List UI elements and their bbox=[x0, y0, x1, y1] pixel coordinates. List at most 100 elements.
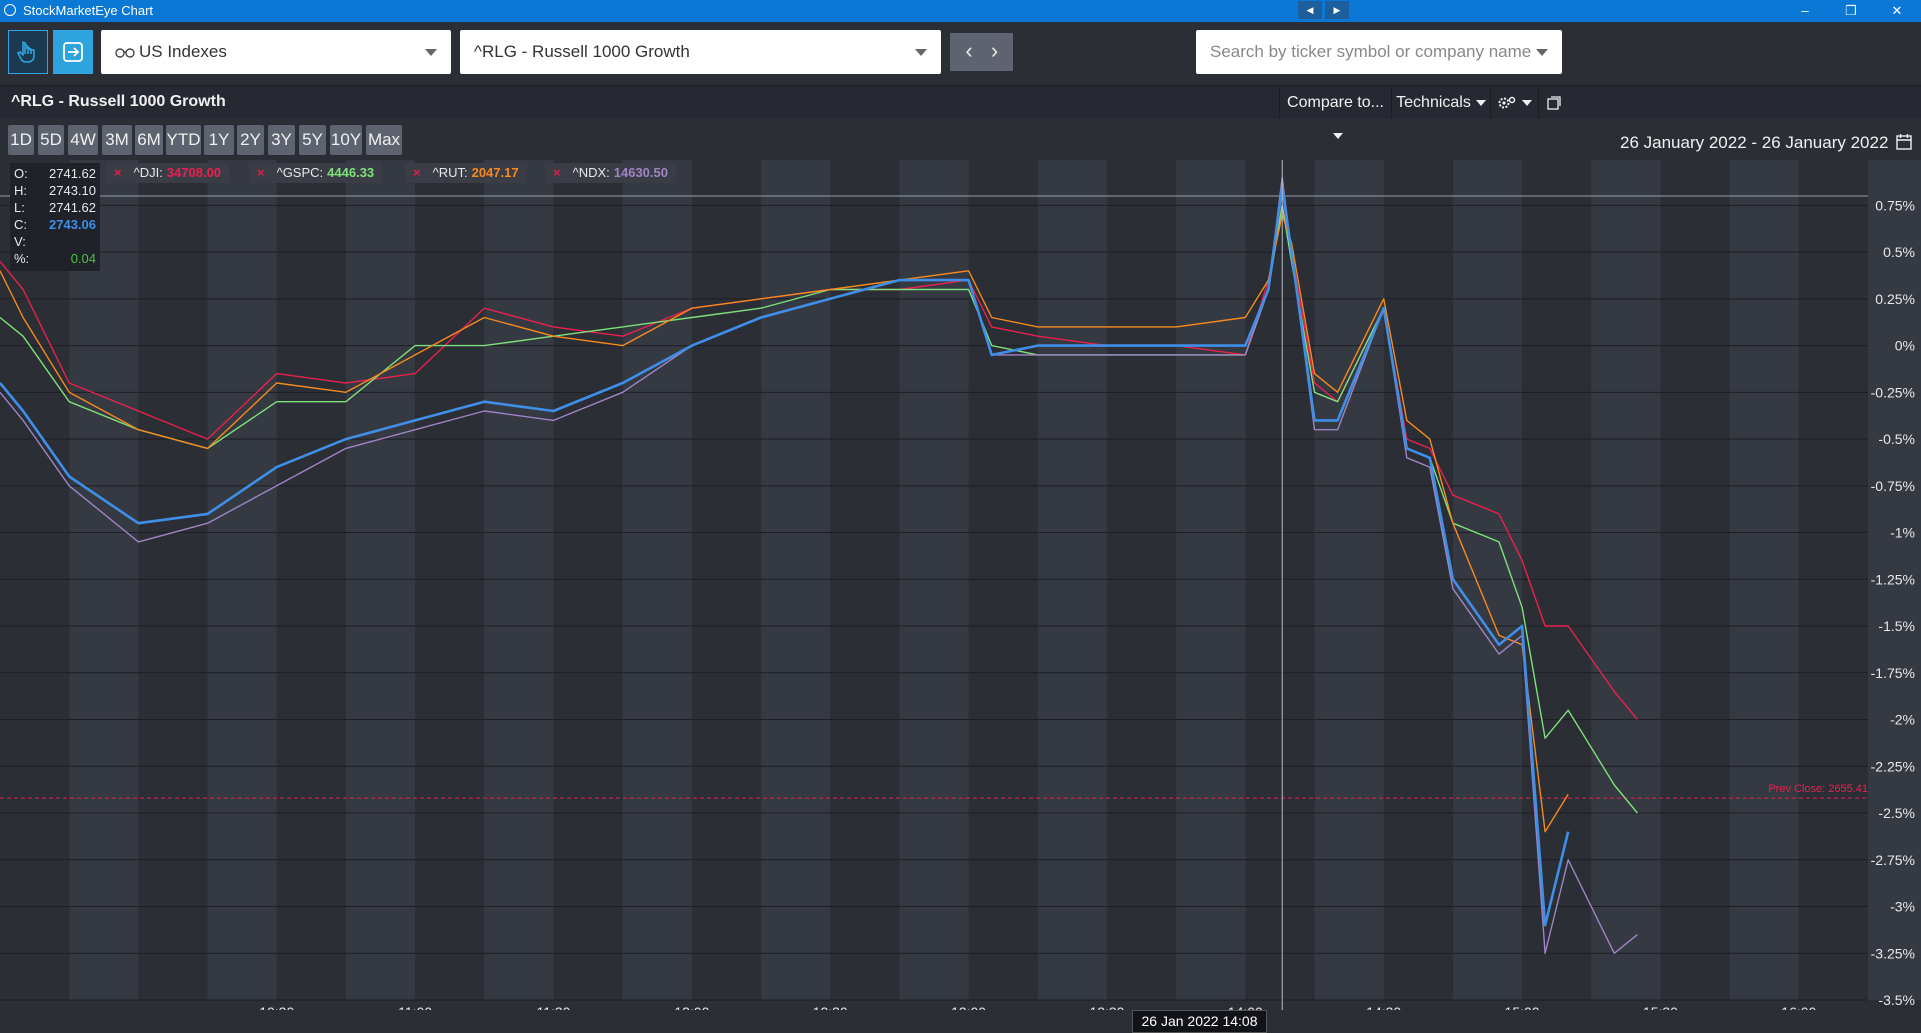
y-tick-label: -1.5% bbox=[1878, 618, 1915, 634]
range-button-4w[interactable]: 4W bbox=[68, 125, 98, 155]
compare-to-label: Compare to... bbox=[1287, 94, 1384, 111]
chart-header: ^RLG - Russell 1000 Growth Compare to...… bbox=[0, 86, 1921, 139]
window-next-button[interactable]: ▶ bbox=[1325, 1, 1349, 19]
y-tick-label: -2.25% bbox=[1871, 758, 1915, 774]
time-band bbox=[1314, 160, 1384, 1000]
time-band bbox=[622, 160, 692, 1000]
x-tick-label: 12:30 bbox=[813, 1004, 848, 1010]
pointer-tool-button[interactable] bbox=[8, 30, 48, 74]
legend-value: 2047.17 bbox=[471, 165, 519, 180]
minimize-button[interactable]: – bbox=[1801, 3, 1809, 18]
close-value: 2743.06 bbox=[49, 217, 96, 232]
y-tick-label: 0% bbox=[1895, 338, 1915, 354]
open-value: 2741.62 bbox=[49, 166, 96, 181]
crosshair-icon bbox=[63, 42, 83, 62]
hand-pointer-icon bbox=[17, 41, 35, 63]
watchlist-dropdown[interactable]: US Indexes bbox=[101, 30, 451, 74]
low-label: L: bbox=[14, 200, 25, 215]
remove-series-icon[interactable]: × bbox=[413, 165, 421, 180]
caret-down-icon bbox=[1522, 99, 1532, 106]
window-prev-button[interactable]: ◀ bbox=[1298, 1, 1322, 19]
compare-to-menu[interactable]: Compare to... bbox=[1279, 86, 1391, 139]
legend-symbol: ^RUT: bbox=[432, 165, 468, 180]
crosshair-tool-button[interactable] bbox=[53, 30, 93, 74]
volume-label: V: bbox=[14, 234, 26, 249]
range-button-max[interactable]: Max bbox=[366, 125, 402, 155]
time-band bbox=[484, 160, 554, 1000]
x-tick-label: 15:30 bbox=[1643, 1004, 1678, 1010]
x-tick-label: 11:00 bbox=[398, 1004, 432, 1010]
series-line bbox=[0, 214, 1569, 833]
y-tick-label: 0.75% bbox=[1875, 197, 1915, 213]
gear-icon bbox=[1498, 96, 1516, 109]
legend-value: 34708.00 bbox=[166, 165, 222, 180]
high-label: H: bbox=[14, 183, 27, 198]
x-tick-label: 13:00 bbox=[951, 1004, 986, 1010]
crosshair-time-label: 26 Jan 2022 14:08 bbox=[1132, 1010, 1267, 1033]
search-input[interactable]: Search by ticker symbol or company name bbox=[1196, 30, 1562, 74]
y-tick-label: -0.75% bbox=[1871, 478, 1915, 494]
y-tick-label: -3% bbox=[1890, 899, 1915, 915]
y-tick-label: 0.25% bbox=[1875, 291, 1915, 307]
time-band bbox=[69, 160, 139, 1000]
x-tick-label: 12:00 bbox=[674, 1004, 709, 1010]
glasses-icon bbox=[115, 48, 135, 58]
time-band bbox=[207, 160, 277, 1000]
technicals-menu[interactable]: Technicals bbox=[1391, 86, 1490, 119]
y-tick-label: -0.5% bbox=[1878, 431, 1915, 447]
range-button-1d[interactable]: 1D bbox=[8, 125, 34, 155]
legend-item[interactable]: × ^GSPC: 4446.33 bbox=[249, 163, 383, 183]
series-line bbox=[0, 185, 1570, 927]
next-symbol-button[interactable]: › bbox=[976, 33, 1013, 71]
series-line bbox=[0, 204, 1638, 720]
high-value: 2743.10 bbox=[49, 183, 96, 198]
caret-down-icon bbox=[1475, 99, 1486, 106]
range-button-3y[interactable]: 3Y bbox=[268, 125, 295, 155]
x-tick-label: 16:00 bbox=[1781, 1004, 1816, 1010]
range-button-10y[interactable]: 10Y bbox=[330, 125, 362, 155]
popout-button[interactable] bbox=[1538, 86, 1568, 119]
range-button-2y[interactable]: 2Y bbox=[237, 125, 264, 155]
x-tick-label: 15:00 bbox=[1505, 1004, 1540, 1010]
range-button-3m[interactable]: 3M bbox=[102, 125, 132, 155]
x-tick-label: 13:30 bbox=[1089, 1004, 1124, 1010]
legend-symbol: ^GSPC: bbox=[276, 165, 324, 180]
range-button-ytd[interactable]: YTD bbox=[166, 125, 201, 155]
range-button-6m[interactable]: 6M bbox=[135, 125, 163, 155]
x-tick-label: 14:30 bbox=[1366, 1004, 1401, 1010]
y-tick-label: -3.5% bbox=[1878, 992, 1915, 1008]
open-label: O: bbox=[14, 166, 28, 181]
caret-down-icon bbox=[1333, 132, 1343, 139]
remove-series-icon[interactable]: × bbox=[553, 165, 561, 180]
app-logo-icon bbox=[4, 4, 16, 16]
remove-series-icon[interactable]: × bbox=[257, 165, 265, 180]
legend-item[interactable]: × ^NDX: 14630.50 bbox=[545, 163, 676, 183]
range-button-5y[interactable]: 5Y bbox=[299, 125, 326, 155]
chevron-down-icon bbox=[1536, 49, 1548, 56]
remove-series-icon[interactable]: × bbox=[114, 165, 122, 180]
close-button[interactable]: ✕ bbox=[1891, 3, 1903, 18]
y-tick-label: -0.25% bbox=[1871, 384, 1915, 400]
time-band bbox=[761, 160, 831, 1000]
time-band bbox=[345, 160, 416, 1000]
legend-item[interactable]: × ^DJI: 34708.00 bbox=[106, 163, 230, 183]
y-tick-label: -3.25% bbox=[1871, 945, 1915, 961]
y-tick-label: -2% bbox=[1890, 712, 1915, 728]
percent-label: %: bbox=[14, 251, 30, 266]
time-band bbox=[899, 160, 969, 1000]
price-chart[interactable]: 0.75% 0.5% 0.25% 0% -0.25% -0.5% -0.75% -1% -1.2… bbox=[0, 160, 1921, 1010]
settings-menu[interactable] bbox=[1490, 86, 1538, 119]
chevron-down-icon bbox=[425, 49, 437, 56]
calendar-icon[interactable] bbox=[1896, 133, 1912, 150]
y-tick-label: -1% bbox=[1890, 525, 1915, 541]
percent-value: 0.04 bbox=[70, 251, 96, 266]
time-band bbox=[1176, 160, 1246, 1000]
legend-item[interactable]: × ^RUT: 2047.17 bbox=[405, 163, 527, 183]
range-button-1y[interactable]: 1Y bbox=[204, 125, 234, 155]
range-button-5d[interactable]: 5D bbox=[38, 125, 64, 155]
y-tick-label: -1.75% bbox=[1871, 665, 1915, 681]
x-tick-label: 10:30 bbox=[259, 1004, 294, 1010]
restore-button[interactable]: ❐ bbox=[1845, 3, 1857, 18]
watchlist-value: US Indexes bbox=[139, 42, 227, 61]
symbol-dropdown[interactable]: ^RLG - Russell 1000 Growth bbox=[460, 30, 941, 74]
